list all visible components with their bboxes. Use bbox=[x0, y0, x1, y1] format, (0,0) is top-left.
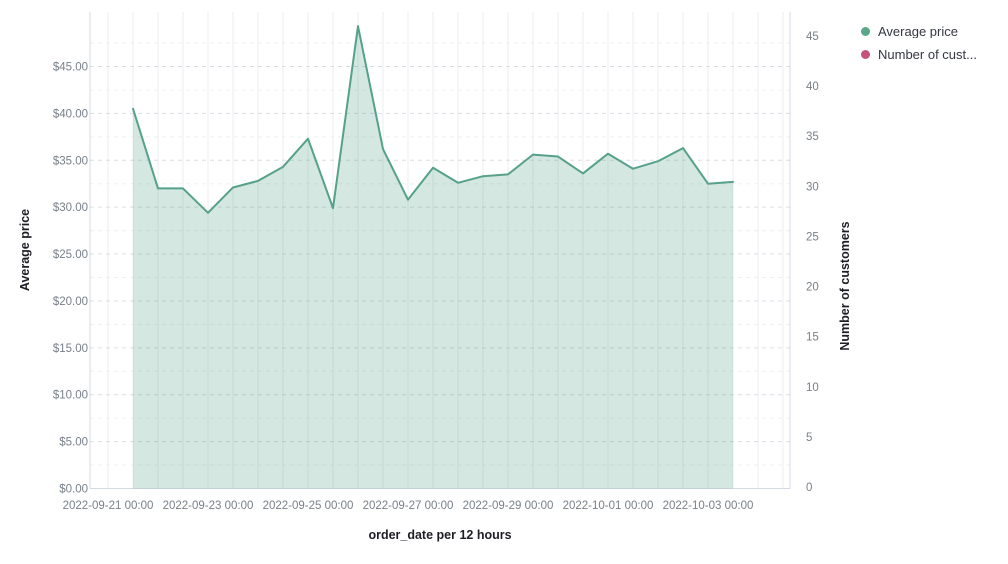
x-axis-tick-label: 2022-09-25 00:00 bbox=[263, 500, 354, 512]
right-axis-tick-label: 30 bbox=[806, 181, 819, 193]
chart-legend: Average price Number of cust... bbox=[861, 25, 1006, 61]
right-axis-tick-label: 45 bbox=[806, 31, 819, 43]
x-axis-tick-label: 2022-10-01 00:00 bbox=[563, 500, 654, 512]
x-axis-title: order_date per 12 hours bbox=[368, 528, 512, 542]
x-axis-tick-label: 2022-09-21 00:00 bbox=[63, 500, 154, 512]
left-axis-tick-label: $15.00 bbox=[53, 343, 88, 355]
right-axis-tick-label: 25 bbox=[806, 231, 819, 243]
left-axis-tick-label: $30.00 bbox=[53, 202, 88, 214]
average-price-area[interactable] bbox=[133, 26, 733, 489]
x-axis-tick-label: 2022-09-23 00:00 bbox=[163, 500, 254, 512]
right-axis-tick-label: 10 bbox=[806, 382, 819, 394]
left-axis-tick-label: $10.00 bbox=[53, 390, 88, 402]
left-axis-tick-label: $5.00 bbox=[59, 437, 88, 449]
average-price-line[interactable] bbox=[132, 25, 734, 214]
right-axis-tick-label: 5 bbox=[806, 432, 812, 444]
series-color-dot-icon bbox=[861, 50, 870, 59]
left-axis-title: Average price bbox=[18, 208, 32, 292]
x-axis-tick-label: 2022-09-29 00:00 bbox=[463, 500, 554, 512]
right-axis-tick-label: 20 bbox=[806, 282, 819, 294]
legend-item-average-price[interactable]: Average price bbox=[861, 25, 1006, 38]
right-axis-tick-label: 40 bbox=[806, 81, 819, 93]
left-axis-tick-label: $45.00 bbox=[53, 62, 88, 74]
right-axis-tick-label: 0 bbox=[806, 482, 812, 494]
right-axis-title: Number of customers bbox=[838, 221, 852, 351]
legend-item-label: Number of cust... bbox=[878, 48, 977, 61]
series-color-dot-icon bbox=[861, 27, 870, 36]
left-axis-tick-label: $25.00 bbox=[53, 249, 88, 261]
right-axis-tick-label: 15 bbox=[806, 332, 819, 344]
left-axis-tick-label: $20.00 bbox=[53, 296, 88, 308]
x-axis-tick-label: 2022-10-03 00:00 bbox=[663, 500, 754, 512]
right-axis-tick-label: 35 bbox=[806, 131, 819, 143]
legend-item-number-of-customers[interactable]: Number of cust... bbox=[861, 48, 1006, 61]
left-axis-tick-label: $35.00 bbox=[53, 155, 88, 167]
x-axis-tick-label: 2022-09-27 00:00 bbox=[363, 500, 454, 512]
legend-item-label: Average price bbox=[878, 25, 958, 38]
left-axis-tick-label: $0.00 bbox=[59, 484, 88, 496]
left-axis-tick-label: $40.00 bbox=[53, 108, 88, 120]
